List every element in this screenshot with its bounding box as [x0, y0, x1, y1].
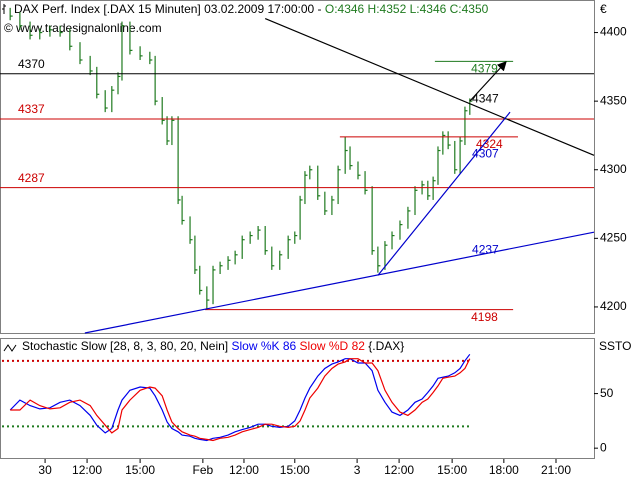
- level-label: 4324: [476, 137, 503, 151]
- x-tick-label: 3: [354, 463, 361, 477]
- legend-value: 82: [352, 339, 366, 353]
- y-tick-label: 4300: [600, 162, 627, 176]
- x-tick-label: 12:00: [72, 463, 102, 477]
- indicator-symbol: {.DAX}: [368, 339, 404, 353]
- y-axis-label: €: [600, 2, 607, 16]
- x-tick-label: 15:00: [280, 463, 310, 477]
- x-tick-label: 21:00: [541, 463, 571, 477]
- watermark: © www.tradesignalonline.com: [4, 21, 162, 35]
- legend-icon: [3, 344, 17, 352]
- header-title: DAX Perf. Index [.DAX 15 Minuten] 03.02.…: [14, 2, 325, 16]
- level-label: 4337: [18, 102, 45, 116]
- x-tick-label: 15:00: [125, 463, 155, 477]
- header: DAX Perf. Index [.DAX 15 Minuten] 03.02.…: [14, 2, 489, 16]
- x-tick-label: 18:00: [489, 463, 519, 477]
- y-tick-label: 0: [600, 440, 607, 454]
- trend-line: [84, 231, 595, 334]
- annotation: 4307: [472, 146, 499, 160]
- stochastic-panel: [0, 338, 595, 459]
- trend-line: [469, 60, 507, 102]
- legend-entry: Slow %K: [231, 339, 279, 353]
- price-panel: [0, 0, 595, 334]
- trend-line: [377, 111, 511, 276]
- y-tick-label: 4250: [600, 231, 627, 245]
- y-axis-label: SSTO: [599, 339, 631, 353]
- y-tick-label: 4400: [600, 25, 627, 39]
- annotation: 4347: [472, 91, 499, 105]
- level-label: 4198: [471, 310, 498, 324]
- level-label: 4379: [471, 62, 498, 76]
- legend-value: 86: [283, 339, 297, 353]
- trend-line: [264, 18, 595, 156]
- legend-entry: Slow %D: [300, 339, 349, 353]
- x-tick-label: Feb: [193, 463, 214, 477]
- x-tick-label: 12:00: [384, 463, 414, 477]
- header-quote: O:4346 H:4352 L:4346 C:4350: [325, 2, 489, 16]
- y-tick-label: 4350: [600, 93, 627, 107]
- indicator-line: [9, 353, 471, 442]
- indicator-line: [10, 358, 471, 442]
- annotation: 4237: [472, 242, 499, 256]
- level-label: 4287: [18, 171, 45, 185]
- stochastic-legend: Stochastic Slow [28, 8, 3, 80, 20, Nein]…: [22, 339, 404, 353]
- x-tick-label: 30: [38, 463, 52, 477]
- indicator-title: Stochastic Slow [28, 8, 3, 80, 20, Nein]: [22, 339, 228, 353]
- y-tick-label: 50: [600, 386, 614, 400]
- app-icon: [2, 4, 6, 14]
- level-label: 4370: [18, 57, 45, 71]
- x-tick-label: 12:00: [229, 463, 259, 477]
- x-tick-label: 15:00: [437, 463, 467, 477]
- y-tick-label: 4200: [600, 299, 627, 313]
